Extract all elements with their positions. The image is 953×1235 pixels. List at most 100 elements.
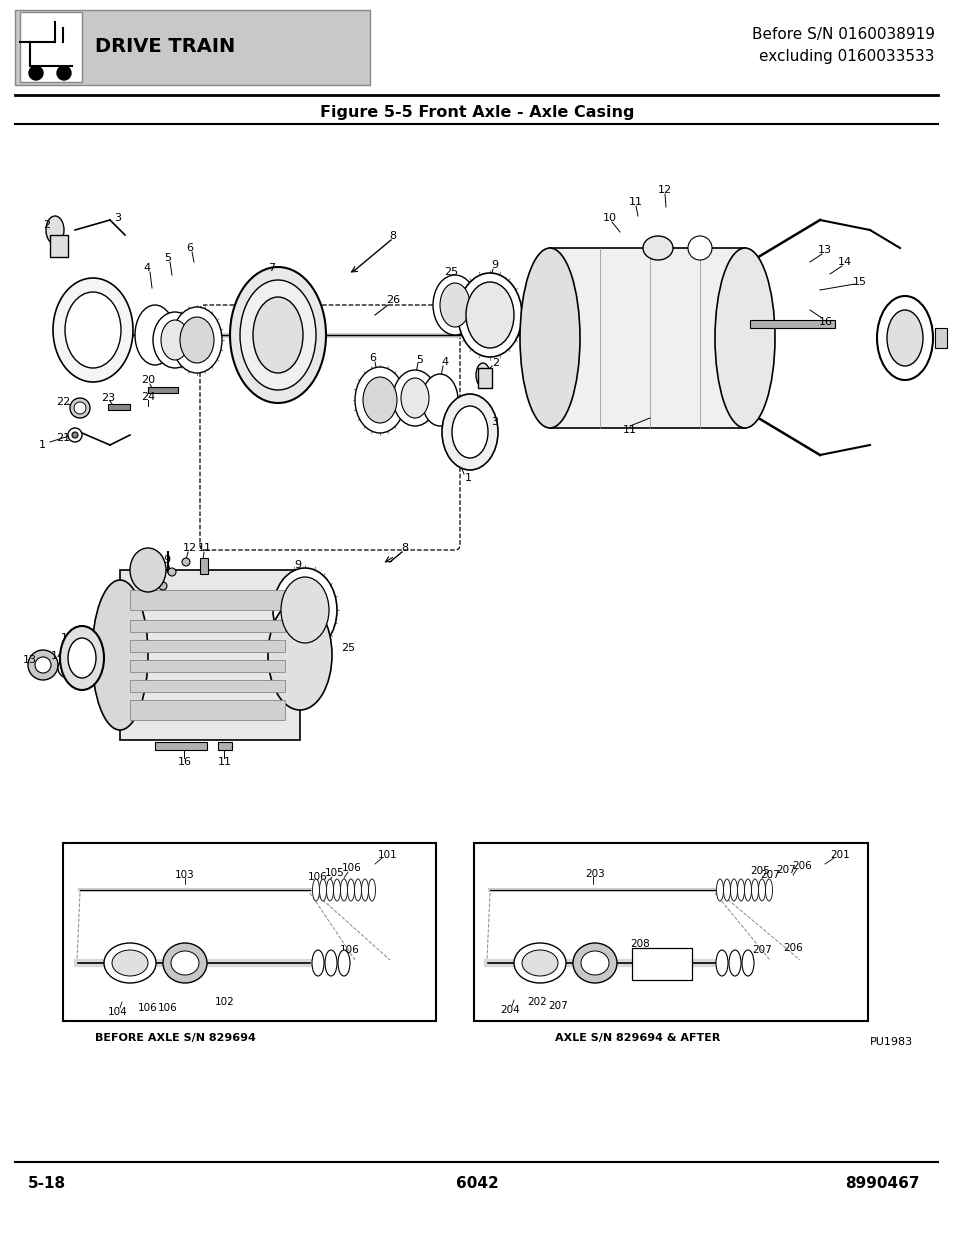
Bar bbox=[130, 640, 285, 652]
Text: 207: 207 bbox=[776, 864, 795, 876]
Bar bbox=[50, 235, 68, 257]
Text: 13: 13 bbox=[23, 655, 37, 664]
Ellipse shape bbox=[53, 278, 132, 382]
Text: PU1983: PU1983 bbox=[869, 1037, 912, 1047]
Text: 6: 6 bbox=[369, 353, 376, 363]
Bar bbox=[63, 844, 436, 1021]
Ellipse shape bbox=[722, 879, 730, 902]
Ellipse shape bbox=[172, 308, 222, 373]
Ellipse shape bbox=[112, 950, 148, 976]
Bar bbox=[934, 329, 946, 348]
Text: 101: 101 bbox=[377, 850, 397, 860]
Text: 17: 17 bbox=[61, 634, 75, 643]
Ellipse shape bbox=[340, 879, 347, 902]
Ellipse shape bbox=[171, 951, 199, 974]
Text: 11: 11 bbox=[198, 543, 212, 553]
Text: 3: 3 bbox=[491, 417, 498, 427]
Text: 19: 19 bbox=[158, 555, 172, 564]
Ellipse shape bbox=[441, 394, 497, 471]
Text: 25: 25 bbox=[443, 267, 457, 277]
Ellipse shape bbox=[337, 950, 350, 976]
Text: 102: 102 bbox=[214, 997, 234, 1007]
Text: 206: 206 bbox=[791, 861, 811, 871]
Text: 5-18: 5-18 bbox=[28, 1176, 66, 1191]
Ellipse shape bbox=[152, 312, 196, 368]
Text: 2: 2 bbox=[44, 220, 51, 230]
Ellipse shape bbox=[433, 275, 476, 335]
Ellipse shape bbox=[514, 944, 565, 983]
Ellipse shape bbox=[268, 600, 332, 710]
Text: 11: 11 bbox=[628, 198, 642, 207]
Ellipse shape bbox=[393, 370, 436, 426]
Ellipse shape bbox=[363, 377, 396, 424]
Ellipse shape bbox=[312, 950, 324, 976]
Text: 20: 20 bbox=[141, 375, 155, 385]
Text: 7: 7 bbox=[268, 263, 275, 273]
Ellipse shape bbox=[28, 650, 58, 680]
Ellipse shape bbox=[573, 944, 617, 983]
Text: 8: 8 bbox=[401, 543, 408, 553]
Ellipse shape bbox=[68, 638, 96, 678]
Ellipse shape bbox=[876, 296, 932, 380]
Bar bbox=[130, 659, 285, 672]
Bar bbox=[130, 590, 285, 610]
Text: 203: 203 bbox=[584, 869, 604, 879]
Bar bbox=[631, 948, 691, 981]
Text: 9: 9 bbox=[294, 559, 301, 571]
Text: 11: 11 bbox=[218, 757, 232, 767]
Circle shape bbox=[57, 65, 71, 80]
Ellipse shape bbox=[253, 296, 303, 373]
Ellipse shape bbox=[325, 950, 336, 976]
Bar bbox=[550, 248, 744, 429]
Ellipse shape bbox=[46, 216, 64, 245]
Bar bbox=[15, 10, 370, 85]
Text: 205: 205 bbox=[749, 866, 769, 876]
Circle shape bbox=[182, 558, 190, 566]
Ellipse shape bbox=[273, 568, 336, 652]
Ellipse shape bbox=[130, 548, 166, 592]
Text: 106: 106 bbox=[342, 863, 361, 873]
Ellipse shape bbox=[421, 374, 457, 426]
Bar bbox=[20, 12, 82, 82]
Text: 106: 106 bbox=[340, 945, 359, 955]
Text: 6: 6 bbox=[186, 243, 193, 253]
Text: 16: 16 bbox=[818, 317, 832, 327]
Text: 105: 105 bbox=[325, 868, 345, 878]
Ellipse shape bbox=[58, 658, 78, 678]
Ellipse shape bbox=[439, 283, 470, 327]
Ellipse shape bbox=[355, 367, 405, 433]
Text: DRIVE TRAIN: DRIVE TRAIN bbox=[95, 37, 235, 57]
Circle shape bbox=[29, 65, 43, 80]
Ellipse shape bbox=[716, 950, 727, 976]
Ellipse shape bbox=[764, 879, 772, 902]
Bar bbox=[108, 404, 130, 410]
Text: 14: 14 bbox=[51, 651, 65, 661]
Bar bbox=[148, 387, 178, 393]
Text: 4: 4 bbox=[143, 263, 151, 273]
Ellipse shape bbox=[521, 950, 558, 976]
Text: 14: 14 bbox=[837, 257, 851, 267]
Text: Before S/N 0160038919: Before S/N 0160038919 bbox=[751, 27, 934, 42]
Ellipse shape bbox=[326, 879, 334, 902]
Bar bbox=[200, 558, 208, 574]
Text: 5: 5 bbox=[164, 253, 172, 263]
Ellipse shape bbox=[361, 879, 368, 902]
Ellipse shape bbox=[741, 950, 753, 976]
Ellipse shape bbox=[65, 291, 121, 368]
Ellipse shape bbox=[74, 403, 86, 414]
Text: 104: 104 bbox=[108, 1007, 128, 1016]
Text: 103: 103 bbox=[175, 869, 194, 881]
Text: 106: 106 bbox=[138, 1003, 157, 1013]
Text: 26: 26 bbox=[386, 295, 399, 305]
Text: 3: 3 bbox=[114, 212, 121, 224]
Ellipse shape bbox=[35, 657, 51, 673]
Ellipse shape bbox=[728, 950, 740, 976]
Bar bbox=[474, 844, 867, 1021]
Text: 106: 106 bbox=[158, 1003, 177, 1013]
Text: 4: 4 bbox=[441, 357, 448, 367]
Text: 22: 22 bbox=[56, 396, 71, 408]
Ellipse shape bbox=[714, 248, 774, 429]
Text: 1: 1 bbox=[38, 440, 46, 450]
Bar bbox=[130, 620, 285, 632]
Text: BEFORE AXLE S/N 829694: BEFORE AXLE S/N 829694 bbox=[94, 1032, 255, 1044]
